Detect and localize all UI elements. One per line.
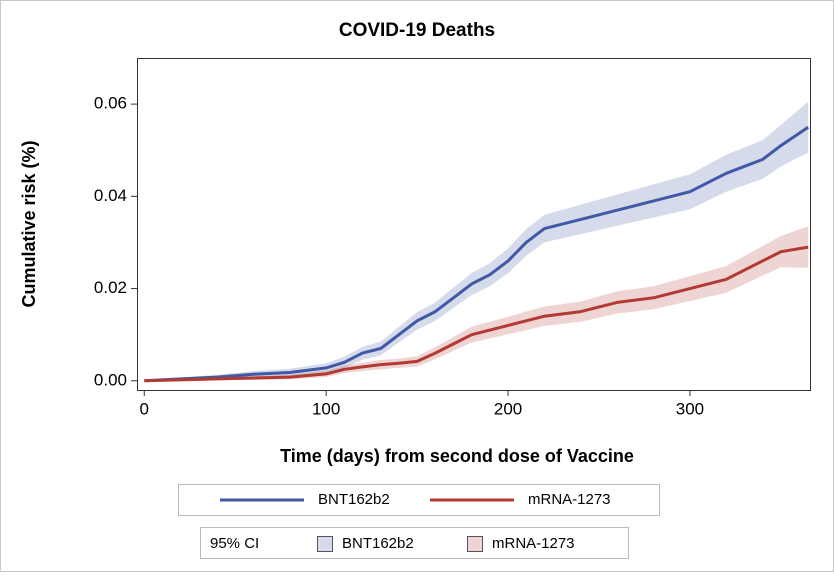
chart-title: COVID-19 Deaths: [339, 20, 495, 41]
series-line: [144, 125, 810, 383]
x-tick-label: 300: [676, 399, 704, 418]
y-tick-label: 0.00: [94, 370, 127, 389]
ci-legend: [200, 527, 629, 559]
ci-legend-title: 95% CI: [210, 535, 259, 552]
y-tick-label: 0.02: [94, 278, 127, 297]
ci-band: [144, 226, 809, 381]
plot-frame: [137, 58, 811, 391]
legend-swatch: [317, 536, 333, 552]
legend-label: BNT162b2: [342, 535, 414, 552]
x-tick-label: 0: [140, 399, 149, 418]
x-axis-label: Time (days) from second dose of Vaccine: [280, 446, 634, 466]
series-line: [144, 245, 809, 383]
legend-swatch: [467, 536, 483, 552]
legend-label: BNT162b2: [318, 491, 390, 508]
plot-area: [144, 101, 810, 383]
y-tick-label: 0.04: [94, 186, 127, 205]
y-tick-label: 0.06: [94, 94, 127, 113]
legend-label: mRNA-1273: [492, 535, 575, 552]
y-axis-label: Cumulative risk (%): [19, 140, 39, 307]
x-tick-label: 200: [494, 399, 522, 418]
legend-label: mRNA-1273: [528, 491, 611, 508]
x-tick-label: 100: [312, 399, 340, 418]
